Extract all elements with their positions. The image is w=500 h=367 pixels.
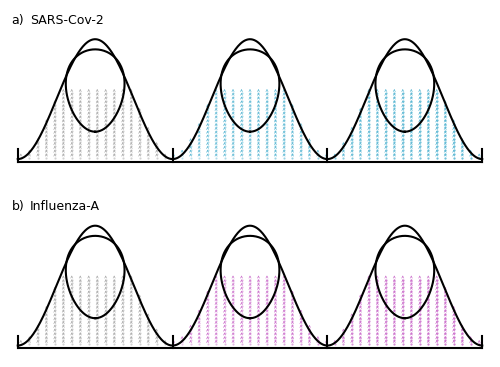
Text: Influenza-A: Influenza-A — [30, 200, 100, 213]
Text: SARS-Cov-2: SARS-Cov-2 — [30, 14, 104, 27]
Text: a): a) — [12, 14, 24, 27]
Text: b): b) — [12, 200, 24, 213]
